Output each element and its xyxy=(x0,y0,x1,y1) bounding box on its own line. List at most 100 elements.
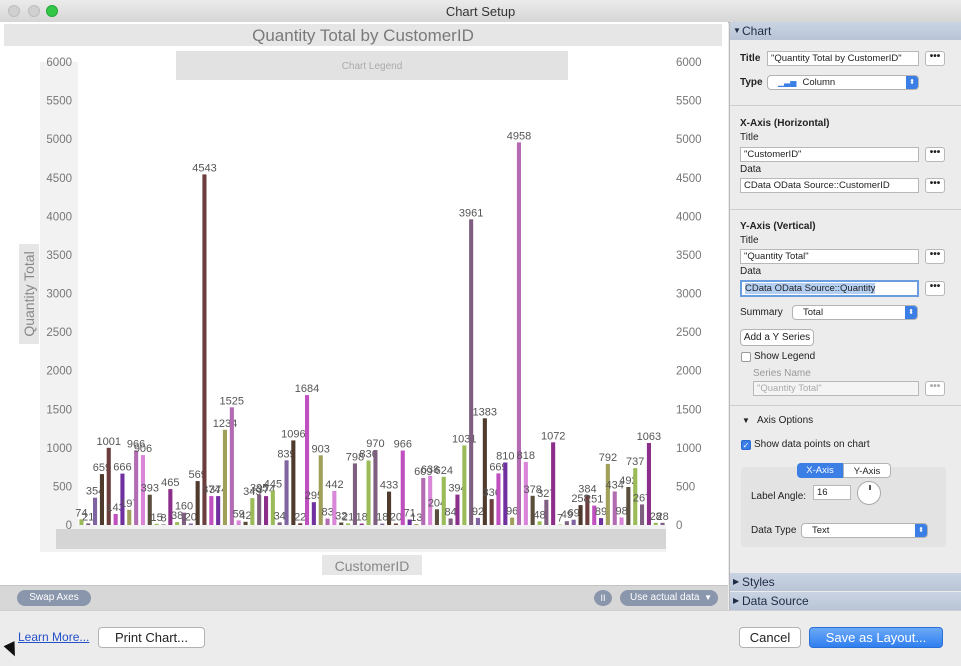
data-label: 28 xyxy=(656,511,668,523)
window-titlebar: Chart Setup xyxy=(0,0,961,23)
bar xyxy=(496,473,501,525)
minimize-window-button[interactable] xyxy=(28,5,40,17)
chart-settings-panel: ▼ Chart Title "Quantity Total by Custome… xyxy=(729,22,961,610)
label-angle-field[interactable]: 16 xyxy=(813,485,851,500)
x-axis-title-more-button[interactable]: ••• xyxy=(925,147,945,162)
chart-title-background xyxy=(4,24,722,46)
add-y-series-button[interactable]: Add a Y Series xyxy=(740,329,814,346)
styles-section-header[interactable]: ▶ Styles xyxy=(730,573,961,591)
bar xyxy=(229,407,234,525)
data-label: 160 xyxy=(175,501,193,513)
popup-arrows-icon: ⬍ xyxy=(915,524,927,537)
data-label: 1684 xyxy=(295,383,319,395)
y-tick-label: 3000 xyxy=(46,289,72,301)
x-axis-data-more-button[interactable]: ••• xyxy=(925,178,945,193)
divider xyxy=(730,105,961,106)
data-label: 465 xyxy=(161,477,179,489)
chart-preview-toolbar: Swap Axes II Use actual data ▼ xyxy=(0,585,728,611)
data-label: 669 xyxy=(489,461,507,473)
data-label: 143 xyxy=(106,502,124,514)
data-label: 970 xyxy=(366,438,384,450)
chart-type-value: Column xyxy=(802,77,836,88)
x-axis-title-label: Title xyxy=(740,132,759,143)
data-label: 737 xyxy=(626,456,644,468)
bar xyxy=(393,523,398,525)
use-actual-data-popup[interactable]: Use actual data ▼ xyxy=(620,590,718,606)
y-axis-label-background xyxy=(19,244,39,344)
bar xyxy=(298,523,303,525)
data-label: 8 xyxy=(160,512,166,524)
bar xyxy=(523,461,528,525)
bar xyxy=(161,524,166,525)
disclosure-open-icon[interactable]: ▼ xyxy=(742,416,750,425)
y-tick-label-right: 6000 xyxy=(676,57,702,69)
x-axis-tab[interactable]: X-Axis xyxy=(797,463,843,478)
data-label: 966 xyxy=(127,439,145,451)
bar xyxy=(640,504,645,525)
series-name-field[interactable]: "Quantity Total" xyxy=(753,381,919,396)
data-label: 20 xyxy=(185,512,197,524)
show-data-points-checkbox[interactable]: ✓ xyxy=(741,440,751,450)
y-axis-header: Y-Axis (Vertical) xyxy=(740,221,816,232)
data-label: 98 xyxy=(615,505,627,517)
bar xyxy=(305,395,310,525)
chart-title-field[interactable]: "Quantity Total by CustomerID" xyxy=(767,51,919,66)
bar xyxy=(612,491,617,525)
bar xyxy=(291,440,296,525)
pause-icon[interactable]: II xyxy=(594,590,612,606)
save-as-layout-button[interactable]: Save as Layout... xyxy=(809,627,943,648)
chart-section-header[interactable]: ▼ Chart xyxy=(730,22,961,40)
y-axis-tab[interactable]: Y-Axis xyxy=(843,463,891,478)
y-axis-data-more-button[interactable]: ••• xyxy=(925,281,945,296)
data-label: 295 xyxy=(305,490,323,502)
bar xyxy=(626,487,631,525)
data-label: 349 xyxy=(243,486,261,498)
y-axis-title-field[interactable]: "Quantity Total" xyxy=(740,249,919,264)
y-tick-label-right: 3000 xyxy=(676,289,702,301)
dialog-footer: Learn More... Print Chart... Cancel Save… xyxy=(0,610,961,666)
data-label: 4958 xyxy=(507,130,531,142)
y-tick-label: 4000 xyxy=(46,211,72,223)
y-tick-label: 3500 xyxy=(46,250,72,262)
data-label: 69 xyxy=(568,508,580,520)
bar xyxy=(257,494,262,525)
x-axis-data-field[interactable]: CData OData Source::CustomerID xyxy=(740,178,919,193)
summary-popup[interactable]: Total ⬍ xyxy=(792,305,918,320)
y-axis-data-field[interactable]: CData OData Source::Quantity xyxy=(740,280,919,297)
y-axis-title-more-button[interactable]: ••• xyxy=(925,249,945,264)
swap-axes-button[interactable]: Swap Axes xyxy=(17,590,91,606)
series-name-more-button[interactable]: ••• xyxy=(925,381,945,396)
bar xyxy=(434,509,439,525)
data-label: 434 xyxy=(606,480,624,492)
show-legend-checkbox[interactable] xyxy=(741,352,751,362)
data-label: 1383 xyxy=(473,406,497,418)
bar xyxy=(530,495,535,525)
data-label: 267 xyxy=(633,492,651,504)
data-label: 251 xyxy=(585,494,603,506)
print-chart-button[interactable]: Print Chart... xyxy=(98,627,205,648)
x-axis-title-field[interactable]: "CustomerID" xyxy=(740,147,919,162)
divider xyxy=(730,209,961,210)
bar xyxy=(120,473,125,525)
data-label: 42 xyxy=(239,510,251,522)
bar xyxy=(482,418,487,525)
data-source-section-header[interactable]: ▶ Data Source xyxy=(730,592,961,610)
bar xyxy=(332,490,337,525)
angle-dial[interactable] xyxy=(857,481,881,505)
chart-title-more-button[interactable]: ••• xyxy=(925,51,945,66)
data-label: 1063 xyxy=(637,431,661,443)
styles-section-title: Styles xyxy=(742,575,775,589)
bar xyxy=(578,505,583,525)
data-label: 659 xyxy=(93,462,111,474)
learn-more-link[interactable]: Learn More... xyxy=(18,630,90,644)
chart-type-popup[interactable]: ▁▃▅ Column ⬍ xyxy=(767,75,919,90)
zoom-window-button[interactable] xyxy=(46,5,58,17)
data-label: 327 xyxy=(537,488,555,500)
close-window-button[interactable] xyxy=(8,5,20,17)
bar xyxy=(127,509,132,525)
chart-title-label: Title xyxy=(740,53,761,64)
bar xyxy=(414,524,419,525)
cancel-button[interactable]: Cancel xyxy=(739,627,801,648)
x-axis-data-label: Data xyxy=(740,164,762,175)
data-type-popup[interactable]: Text ⬍ xyxy=(801,523,928,538)
